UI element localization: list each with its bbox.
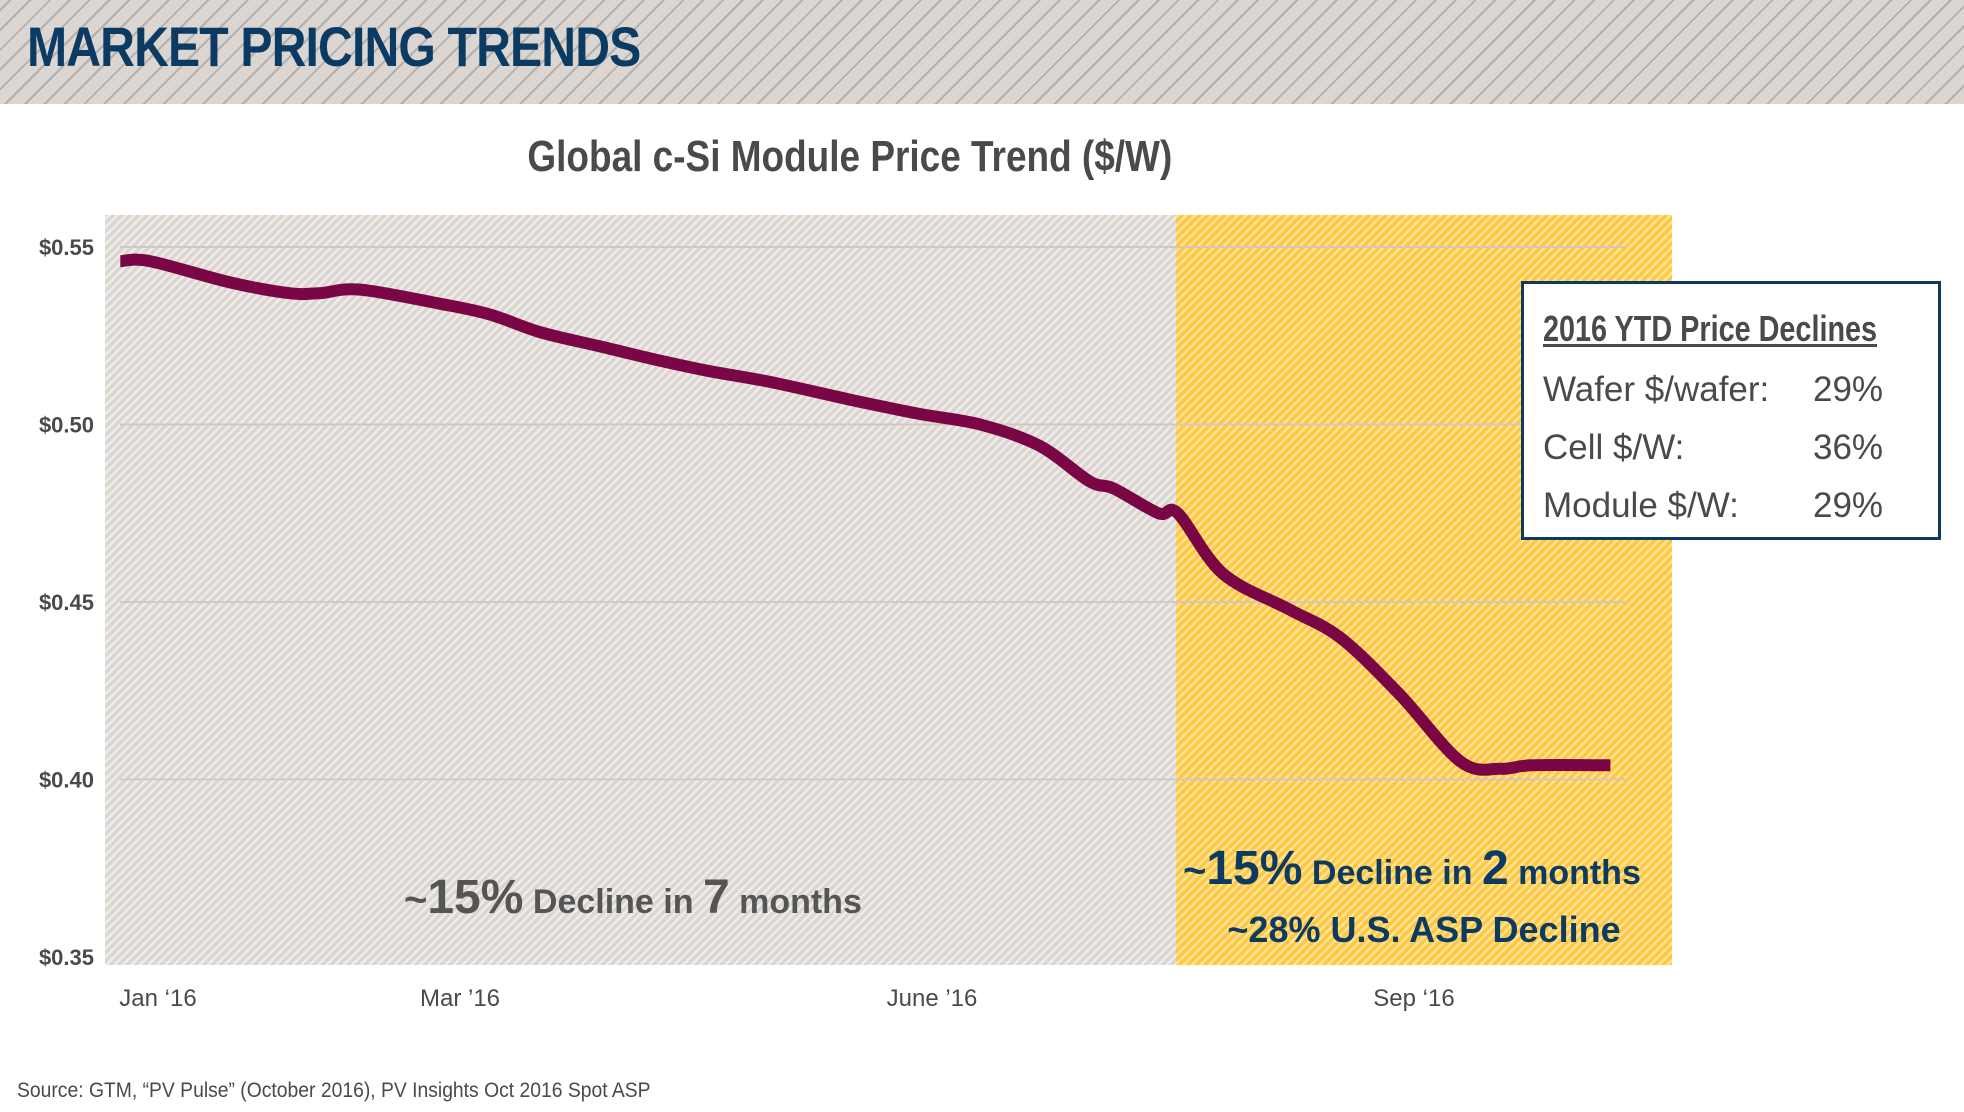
page-title: MARKET PRICING TRENDS [27, 15, 641, 78]
series-lines [119, 253, 1611, 776]
x-tick-label: Jan ‘16 [119, 985, 196, 1012]
header-band: MARKET PRICING TRENDS [0, 0, 1964, 104]
info-box-title: 2016 YTD Price Declines [1543, 308, 1878, 349]
chart-title-text: Global c-Si Module Price Trend ($/W) [527, 132, 1173, 181]
info-row-label: Cell $/W: [1543, 428, 1685, 467]
y-tick-label: $0.45 [39, 590, 94, 615]
ytd-price-declines-box: 2016 YTD Price Declines Wafer $/wafer: 2… [1521, 281, 1941, 540]
shaded-regions [105, 215, 1672, 965]
annotation-7-months: ~15% Decline in 7 months [404, 871, 862, 924]
info-row-label: Wafer $/wafer: [1543, 370, 1770, 409]
x-tick-label: Mar ’16 [420, 985, 500, 1012]
annotation-7-months-tilde: ~ [404, 878, 427, 922]
y-tick-label: $0.40 [39, 768, 94, 793]
x-tick-label: June ’16 [887, 985, 978, 1012]
info-row-value: 29% [1813, 370, 1884, 409]
x-axis-labels: Jan ‘16 Mar ’16 June ’16 Sep ‘16 [119, 985, 1454, 1012]
info-row-value: 36% [1813, 428, 1884, 467]
annotation-7-months-num: 7 [703, 871, 730, 924]
annotation-7-months-pct: 15% [427, 871, 523, 924]
annotation-2-months-pct: 15% [1206, 842, 1302, 895]
series-line-module-price [119, 253, 1611, 776]
region-earlier-period [105, 215, 1176, 965]
source-note: Source: GTM, “PV Pulse” (October 2016), … [17, 1079, 651, 1102]
x-tick-label: Sep ‘16 [1373, 985, 1454, 1012]
annotation-7-months-text: Decline in [523, 883, 703, 921]
chart-title: Global c-Si Module Price Trend ($/W) [0, 132, 1700, 182]
y-axis-labels: $0.55 $0.50 $0.45 $0.40 $0.35 [39, 235, 94, 970]
y-tick-label: $0.50 [39, 413, 94, 438]
annotation-2-months-tilde: ~ [1183, 849, 1206, 893]
info-row-label: Module $/W: [1543, 486, 1739, 525]
annotation-2-months-text: Decline in [1302, 854, 1482, 892]
gridlines [120, 246, 1626, 781]
annotation-2-months: ~15% Decline in 2 months [1183, 842, 1641, 895]
annotation-2-months-unit: months [1509, 854, 1641, 892]
info-row-value: 29% [1813, 486, 1884, 525]
y-tick-label: $0.35 [39, 945, 94, 970]
annotation-7-months-unit: months [730, 883, 862, 921]
y-tick-label: $0.55 [39, 235, 94, 260]
annotation-us-asp: ~28% U.S. ASP Decline [1227, 909, 1620, 950]
annotation-2-months-num: 2 [1482, 842, 1509, 895]
